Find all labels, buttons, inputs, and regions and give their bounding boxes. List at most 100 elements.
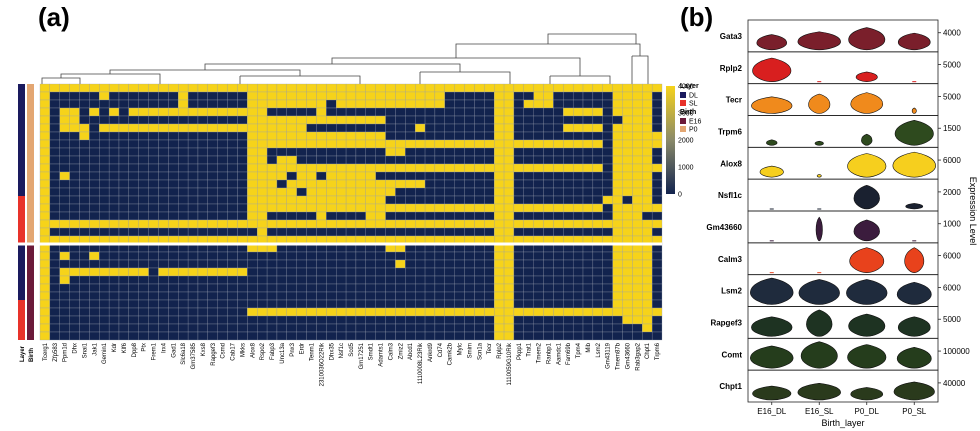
violin-shape [850,92,884,114]
heatmap-cell [326,91,337,101]
heatmap-cell [494,147,505,157]
heatmap-cell [444,115,455,125]
heatmap-cell [178,163,189,173]
heatmap-cell [237,331,248,341]
heatmap-cell [39,131,51,141]
heatmap-cell [247,275,258,285]
heatmap-cell [424,139,436,149]
heatmap-cell [296,259,307,269]
heatmap-cell [553,131,564,141]
heatmap-cell [59,107,70,117]
heatmap-cell [444,171,455,181]
heatmap-cell [454,123,465,133]
heatmap-cell [632,147,643,157]
heatmap-cell [89,163,100,173]
heatmap-cell [385,203,396,213]
heatmap-cell [89,259,100,269]
heatmap-cell [503,283,515,293]
gene-label: Scd5 [349,342,355,356]
heatmap-cell [247,307,258,317]
heatmap-cell [138,171,149,181]
birth-bar-cell [27,212,34,220]
heatmap-cell [118,131,130,141]
heatmap-cell [355,219,366,229]
heatmap-cell [494,251,505,261]
heatmap-cell [553,171,564,181]
heatmap-cell [494,203,505,213]
heatmap-cell [572,275,584,285]
heatmap-cell [385,171,396,181]
heatmap-cell [108,179,120,189]
heatmap-cell [158,115,169,125]
heatmap-cell [187,171,199,181]
heatmap-cell [89,155,100,165]
heatmap-cell [454,211,465,221]
heatmap-cell [434,91,445,101]
heatmap-cell [227,291,238,301]
layer-bar-cell [18,84,25,92]
gene-label: Dhx [73,343,79,354]
heatmap-cell [602,275,613,285]
heatmap-cell [444,99,455,109]
heatmap-cell [612,219,623,229]
heatmap-cell [197,123,208,133]
gene-label: Abcd1 [408,342,414,360]
heatmap-cell [563,323,574,333]
heatmap-cell [99,283,110,293]
heatmap-cell [464,315,475,325]
heatmap-cell [197,211,208,221]
heatmap-cell [207,267,218,277]
layer-bar-cell [18,260,25,268]
birth-bar-cell [27,308,34,316]
heatmap-cell [168,211,179,221]
violin-shape [848,313,886,337]
heatmap-cell [632,219,643,229]
heatmap-cell [89,123,100,133]
heatmap-cell [553,107,564,117]
heatmap-cell [444,179,455,189]
heatmap-cell [257,291,268,301]
heatmap-cell [128,307,139,317]
heatmap-cell [247,147,258,157]
heatmap-cell [257,203,268,213]
heatmap-cell [296,83,307,93]
heatmap-cell [553,139,564,149]
heatmap-cell [622,91,633,101]
heatmap-cell [306,323,317,333]
heatmap-cell [286,251,297,261]
heatmap-cell [326,115,337,125]
heatmap-cell [474,251,485,261]
heatmap-cell [118,139,130,149]
heatmap-cell [128,147,139,157]
heatmap-cell [276,187,287,197]
heatmap-cell [612,291,623,301]
heatmap-cell [563,131,574,141]
heatmap-cell [108,219,120,229]
heatmap-cell [217,99,228,109]
heatmap-cell [533,291,544,301]
heatmap-cell [444,315,455,325]
heatmap-cell [326,259,337,269]
heatmap-cell [503,187,515,197]
heatmap-cell [286,179,297,189]
heatmap-cell [375,275,386,285]
heatmap-cell [59,251,70,261]
heatmap-cell [632,91,643,101]
heatmap-cell [563,99,574,109]
heatmap-cell [39,171,51,181]
heatmap-cell [79,99,90,109]
heatmap-cell [316,203,327,213]
heatmap-cell [355,299,366,309]
layer-bar-cell [18,332,25,340]
heatmap-cell [464,275,475,285]
heatmap-cell [316,131,327,141]
heatmap-cell [326,195,337,205]
heatmap-cell [207,187,218,197]
heatmap-cell [622,171,633,181]
heatmap-cell [158,163,169,173]
heatmap-cell [523,155,534,165]
heatmap-cell [553,195,564,205]
heatmap-cell [405,219,416,229]
heatmap-cell [444,155,455,165]
heatmap-cell [247,131,258,141]
